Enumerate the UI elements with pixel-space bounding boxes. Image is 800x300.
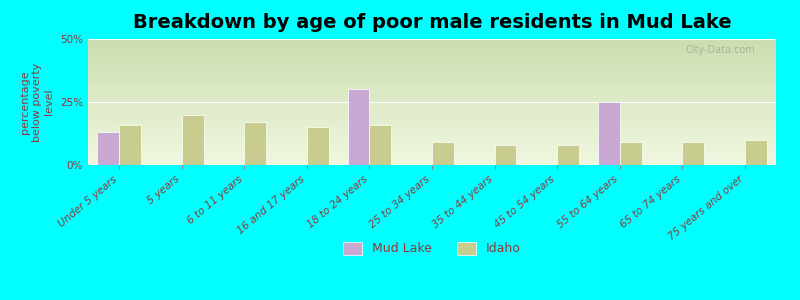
Legend: Mud Lake, Idaho: Mud Lake, Idaho — [338, 237, 526, 260]
Bar — [244, 122, 266, 165]
Y-axis label: percentage
below poverty
level: percentage below poverty level — [20, 62, 54, 142]
Bar — [347, 89, 370, 165]
Bar — [98, 132, 119, 165]
Bar — [182, 115, 204, 165]
Bar — [307, 127, 329, 165]
Bar — [745, 140, 766, 165]
Bar — [598, 102, 620, 165]
Bar — [620, 142, 642, 165]
Bar — [557, 145, 579, 165]
Bar — [119, 125, 141, 165]
Bar — [370, 125, 391, 165]
Bar — [682, 142, 704, 165]
Title: Breakdown by age of poor male residents in Mud Lake: Breakdown by age of poor male residents … — [133, 13, 731, 32]
Text: City-Data.com: City-Data.com — [686, 45, 755, 55]
Bar — [432, 142, 454, 165]
Bar — [494, 145, 517, 165]
